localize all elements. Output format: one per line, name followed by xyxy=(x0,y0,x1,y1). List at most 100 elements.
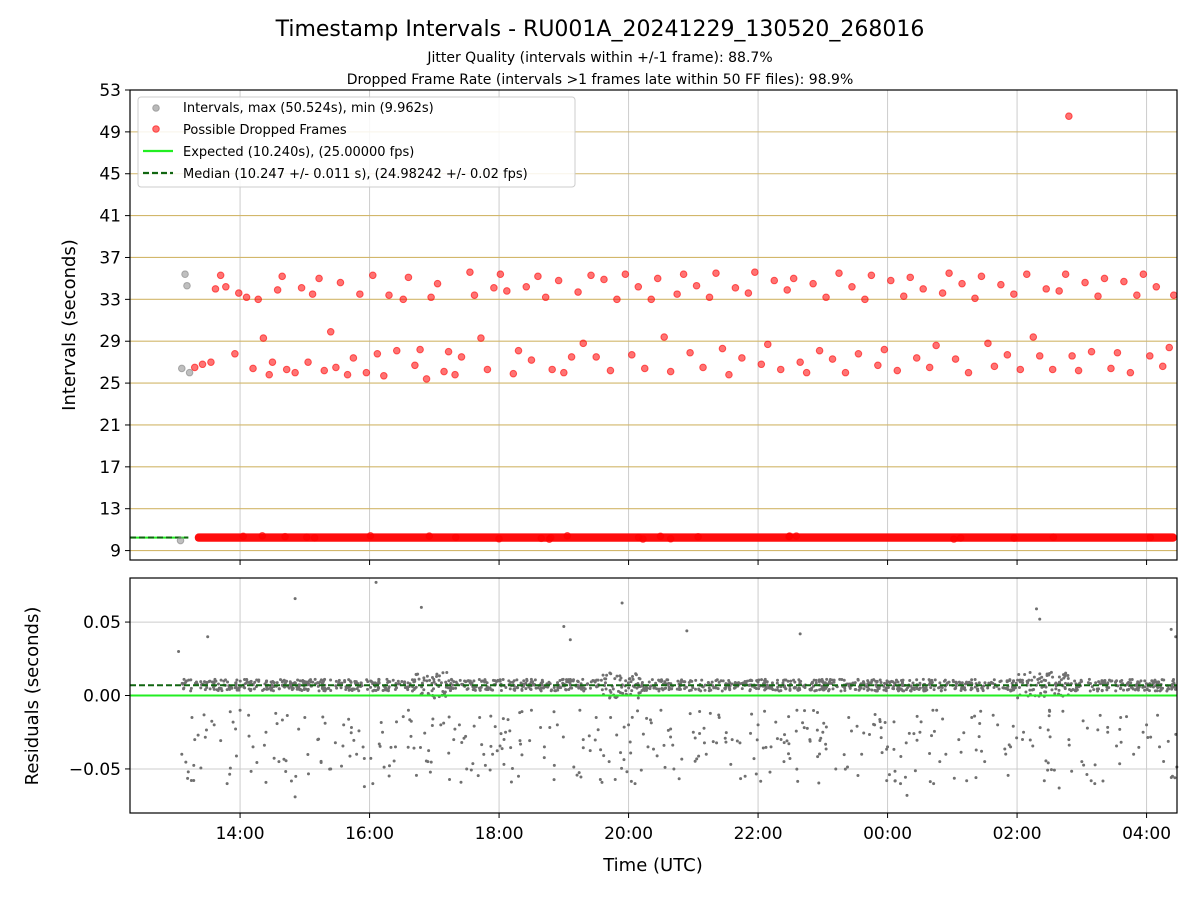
residual-point xyxy=(842,678,846,682)
residual-point xyxy=(1057,786,1061,790)
residual-point xyxy=(238,708,242,712)
residual-point xyxy=(245,678,249,682)
x-tick-label: 18:00 xyxy=(475,824,524,844)
residual-point xyxy=(905,793,909,797)
residual-point xyxy=(839,689,843,693)
dropped-frame-point xyxy=(932,341,940,350)
residual-point xyxy=(983,760,987,764)
residual-point xyxy=(579,686,583,690)
residual-point xyxy=(1047,708,1051,712)
residual-point xyxy=(676,679,680,683)
residual-point xyxy=(1118,762,1122,766)
residual-point xyxy=(1093,782,1097,786)
residual-point xyxy=(1129,681,1133,685)
residual-point xyxy=(1098,682,1102,686)
residual-point xyxy=(813,689,817,693)
residual-point xyxy=(879,726,883,730)
residual-point xyxy=(329,767,333,771)
residual-point xyxy=(891,686,895,690)
residual-point xyxy=(355,752,359,756)
residual-point xyxy=(1032,675,1036,679)
residual-point xyxy=(527,685,531,689)
residual-point xyxy=(587,734,591,738)
residual-point xyxy=(1162,678,1166,682)
residual-point xyxy=(605,673,609,677)
residual-point xyxy=(329,678,333,682)
residual-point xyxy=(342,723,346,727)
residual-point xyxy=(1127,687,1131,691)
dropped-frame-point xyxy=(587,271,595,280)
residual-point xyxy=(1062,673,1066,677)
dropped-frame-point xyxy=(1146,533,1155,542)
residual-point xyxy=(1130,678,1134,682)
dropped-frame-point xyxy=(1169,291,1178,299)
residual-point xyxy=(529,687,533,691)
residual-point xyxy=(893,681,897,685)
residual-point xyxy=(724,731,728,735)
residual-point xyxy=(552,763,556,767)
residual-point xyxy=(689,688,693,692)
residual-point xyxy=(896,687,900,691)
residual-point xyxy=(462,736,466,740)
dropped-frame-point xyxy=(433,279,442,288)
residual-point xyxy=(317,689,321,693)
residual-point xyxy=(879,680,883,684)
residual-point xyxy=(1071,687,1075,691)
residual-point xyxy=(903,775,907,779)
residual-point xyxy=(607,760,611,764)
intervals-y-tick-label: 53 xyxy=(99,81,121,101)
dropped-frame-point xyxy=(207,358,215,366)
residual-point xyxy=(873,712,877,716)
residual-point xyxy=(629,680,633,684)
dropped-frame-point xyxy=(977,272,986,281)
residual-point xyxy=(704,752,708,756)
residual-point xyxy=(205,680,209,684)
residual-point xyxy=(883,720,887,724)
residual-point xyxy=(795,767,799,771)
residual-point xyxy=(918,730,922,734)
residual-point xyxy=(856,773,860,777)
dropped-frame-point xyxy=(1074,366,1083,375)
residual-point xyxy=(1136,681,1140,685)
residual-point xyxy=(1172,681,1176,685)
residual-point xyxy=(969,688,973,692)
residual-point xyxy=(880,751,884,755)
residual-point xyxy=(799,679,803,683)
residual-point xyxy=(620,766,624,770)
residual-point xyxy=(265,687,269,691)
residual-point xyxy=(391,678,395,682)
residual-point xyxy=(764,687,768,691)
dropped-frame-point xyxy=(660,333,668,341)
dropped-frame-point xyxy=(1126,368,1135,377)
residual-point xyxy=(970,716,974,720)
dropped-frame-point xyxy=(302,533,311,541)
residual-point xyxy=(1067,743,1071,747)
residual-point xyxy=(893,769,897,773)
dropped-frame-point xyxy=(621,270,630,279)
residual-point xyxy=(547,680,551,684)
residual-point xyxy=(182,687,186,691)
residual-point xyxy=(480,743,484,747)
residual-point xyxy=(957,680,961,684)
residuals-y-tick-label: 0.05 xyxy=(83,613,121,633)
residual-point xyxy=(576,679,580,683)
residual-point xyxy=(1008,678,1012,682)
residual-point xyxy=(429,760,433,764)
residual-point xyxy=(277,760,281,764)
residual-point xyxy=(805,726,809,730)
residual-point xyxy=(558,678,562,682)
residual-point xyxy=(323,721,327,725)
interval-point xyxy=(181,270,189,279)
residual-point xyxy=(618,674,622,678)
dropped-frame-point xyxy=(356,290,364,298)
dropped-frame-point xyxy=(440,367,448,376)
residual-point xyxy=(1089,779,1093,783)
residual-point xyxy=(708,711,712,715)
residual-point xyxy=(383,688,387,692)
residual-point xyxy=(374,580,378,584)
residual-point xyxy=(488,768,492,772)
residual-point xyxy=(608,696,612,700)
residual-point xyxy=(499,732,503,736)
residual-point xyxy=(255,760,259,764)
